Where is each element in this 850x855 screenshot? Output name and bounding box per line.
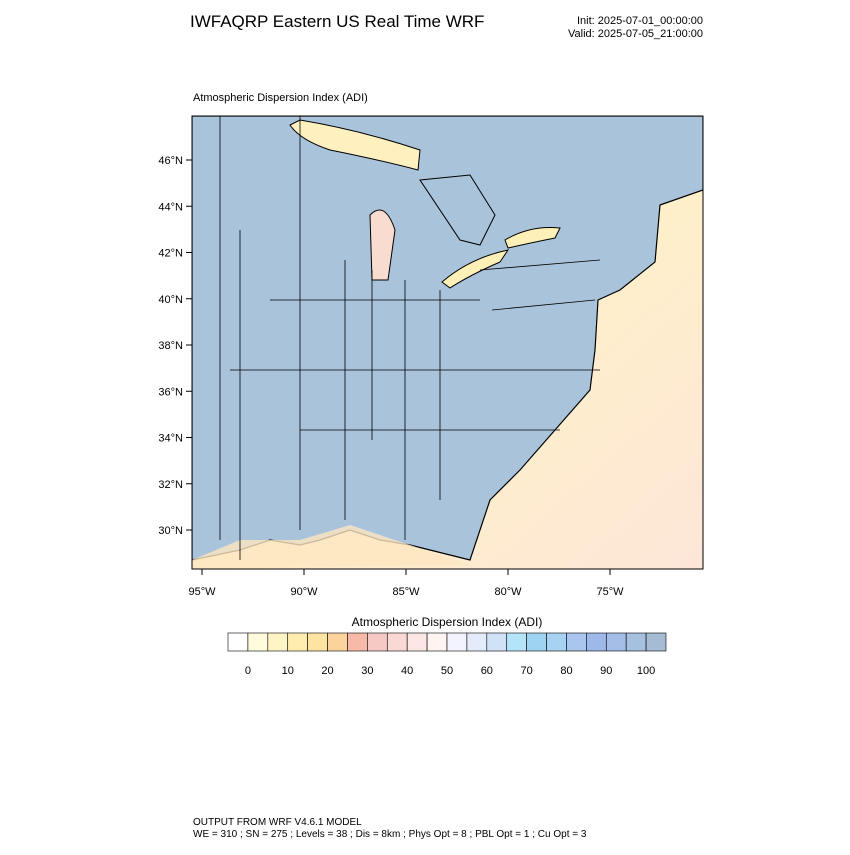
colorbar-label: 60 bbox=[481, 665, 493, 677]
colorbar-box bbox=[446, 632, 468, 652]
colorbar-label: 30 bbox=[361, 665, 373, 677]
lake-erie bbox=[441, 249, 510, 289]
lake-michigan bbox=[369, 209, 396, 281]
map-title: Atmospheric Dispersion Index (ADI) bbox=[193, 92, 368, 104]
colorbar-box bbox=[586, 632, 607, 652]
colorbar-label: 50 bbox=[441, 665, 453, 677]
lon-label: 80°W bbox=[494, 586, 522, 598]
colorbar-box bbox=[307, 632, 328, 652]
init-time: Init: 2025-07-01_00:00:00 bbox=[577, 15, 703, 27]
lat-label: 36°N bbox=[158, 386, 183, 398]
title: IWFAQRP Eastern US Real Time WRF bbox=[190, 12, 484, 31]
lat-label: 40°N bbox=[158, 294, 183, 306]
lon-label: 75°W bbox=[596, 586, 624, 598]
colorbar-box bbox=[287, 632, 308, 652]
lake-superior bbox=[289, 119, 421, 171]
colorbar-box bbox=[605, 632, 627, 652]
colorbar-box bbox=[625, 632, 647, 652]
colorbar-box bbox=[486, 632, 508, 652]
colorbar-label: 70 bbox=[521, 665, 533, 677]
gulf bbox=[192, 525, 470, 569]
colorbar-label: 0 bbox=[245, 665, 251, 677]
colorbar-box bbox=[367, 632, 388, 652]
lat-label: 42°N bbox=[158, 248, 183, 260]
colorbar-label: 10 bbox=[282, 665, 294, 677]
map bbox=[192, 116, 703, 569]
lon-label: 95°W bbox=[188, 586, 216, 598]
colorbar-label: 20 bbox=[321, 665, 333, 677]
colorbar-label: 80 bbox=[560, 665, 572, 677]
map-frame bbox=[191, 115, 704, 570]
lat-label: 32°N bbox=[158, 479, 183, 491]
footer-line: OUTPUT FROM WRF V4.6.1 MODEL bbox=[193, 817, 362, 828]
valid-time: Valid: 2025-07-05_21:00:00 bbox=[568, 28, 703, 40]
lat-label: 44°N bbox=[158, 201, 183, 213]
colorbar-box bbox=[645, 632, 667, 652]
colorbar-box bbox=[566, 632, 587, 652]
colorbar-box bbox=[546, 632, 567, 652]
colorbar-box bbox=[386, 632, 408, 652]
lake-ontario bbox=[504, 227, 561, 249]
colorbar-title: Atmospheric Dispersion Index (ADI) bbox=[352, 615, 543, 629]
colorbar-box bbox=[426, 632, 448, 652]
colorbar-box bbox=[267, 632, 289, 652]
colorbar-label: 100 bbox=[637, 665, 655, 677]
colorbar-box bbox=[406, 632, 428, 652]
colorbar-box bbox=[506, 632, 527, 652]
colorbar-box bbox=[526, 632, 547, 652]
colorbar-label: 90 bbox=[600, 665, 612, 677]
colorbar-label: 40 bbox=[401, 665, 413, 677]
colorbar-box bbox=[347, 632, 368, 652]
lat-label: 38°N bbox=[158, 340, 183, 352]
footer-line: WE = 310 ; SN = 275 ; Levels = 38 ; Dis … bbox=[193, 829, 587, 840]
lake-huron bbox=[419, 174, 496, 246]
colorbar-box bbox=[327, 632, 348, 652]
lon-label: 90°W bbox=[290, 586, 318, 598]
colorbar-box bbox=[227, 632, 249, 652]
colorbar-box bbox=[247, 632, 269, 652]
state-borders bbox=[219, 116, 601, 560]
colorbar-box bbox=[466, 632, 488, 652]
lon-label: 85°W bbox=[392, 586, 420, 598]
lat-label: 34°N bbox=[158, 433, 183, 445]
lat-label: 46°N bbox=[158, 155, 183, 167]
lat-label: 30°N bbox=[158, 525, 183, 537]
